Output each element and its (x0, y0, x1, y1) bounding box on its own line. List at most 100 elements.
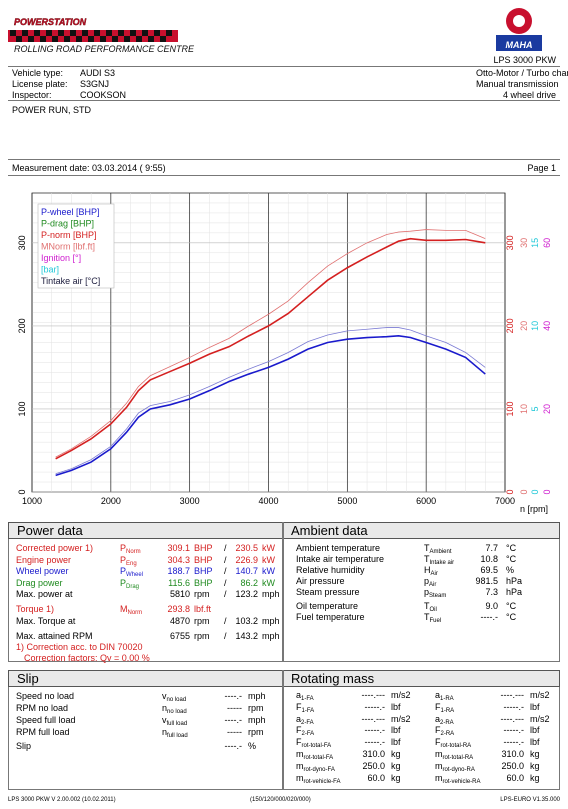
ambient-value: 9.0 (485, 601, 498, 611)
mass-unit: m/s2 (391, 713, 411, 724)
slip-label: Slip (16, 741, 32, 751)
symbol-sub: rot-vehicle-RA (442, 778, 481, 785)
slip-value: ----- (227, 727, 242, 737)
power-value2: 123.2 (235, 589, 258, 599)
right-tick-label: 300 (505, 235, 515, 250)
power-unit: BHP (194, 578, 213, 588)
symbol-sub: rot-dyno-FA (303, 766, 335, 773)
symbol-sub: 2-RA (440, 719, 454, 726)
legend-box (37, 203, 115, 289)
y-tick-label: 100 (17, 401, 27, 416)
power-unit: BHP (194, 555, 213, 565)
symbol-main: p (424, 576, 430, 586)
mass-unit: m/s2 (530, 690, 550, 700)
mass-value: 60.0 (367, 772, 385, 783)
right-tick-label: 0 (519, 489, 529, 494)
power-value2: 226.9 (235, 555, 258, 565)
mass-unit: lbf (530, 737, 540, 748)
mass-value: -----.- (364, 737, 385, 748)
power-unit2: mph (262, 589, 280, 599)
symbol: mrot-dyno-RA (435, 761, 475, 776)
separator: / (224, 589, 227, 599)
power-value2: 103.2 (235, 616, 258, 626)
symbol: vfull load (162, 715, 187, 730)
symbol: a1-FA (296, 690, 314, 705)
vehicle-value: AUDI S3 (80, 68, 116, 78)
section-title: Rotating mass (282, 670, 560, 687)
power-value2: 86.2 (240, 578, 258, 588)
symbol-sub: rot-total-FA (303, 755, 334, 761)
right-tick-label: 30 (519, 238, 529, 248)
symbol: mrot-total-FA (296, 749, 333, 764)
mass-unit: kg (530, 749, 540, 759)
symbol-main: m (296, 760, 304, 771)
power-unit2: mph (262, 616, 280, 626)
y-tick-label: 200 (17, 318, 27, 333)
ambient-value: 10.8 (480, 554, 498, 564)
y-tick-label: 300 (17, 235, 27, 250)
ambient-unit: hPa (506, 587, 523, 597)
slip-label: Speed full load (16, 715, 76, 725)
symbol-main: m (435, 760, 443, 771)
ambient-value: 69.5 (480, 565, 498, 575)
x-tick-label: 1000 (22, 496, 42, 506)
measurement-date: Measurement date: 03.03.2014 ( 9:55) (12, 163, 166, 173)
section-title: Power data (8, 522, 283, 539)
mass-unit: kg (391, 772, 401, 783)
power-unit2: kW (262, 555, 275, 565)
mass-value: 250.0 (501, 760, 524, 771)
symbol: mrot-vehicle-RA (435, 773, 481, 788)
footer-left: LPS 3000 PKW V 2.00.002 (10.02.2011) (8, 797, 116, 803)
symbol: Frot-total-RA (435, 737, 471, 752)
vehicle-label: License plate: (12, 79, 68, 89)
symbol: nfull load (162, 727, 188, 742)
symbol: mrot-total-RA (435, 749, 473, 764)
power-unit2: kW (262, 566, 275, 576)
symbol-main: P (120, 543, 127, 553)
symbol-sub: no load (167, 709, 187, 715)
right-tick-label: 5 (530, 406, 540, 411)
mass-value: ----.--- (361, 713, 385, 724)
slip-label: RPM no load (16, 703, 69, 713)
ambient-unit: hPa (506, 576, 523, 586)
symbol-main: M (120, 604, 128, 614)
symbol-sub: rot-total-RA (440, 743, 472, 750)
symbol: HAir (424, 565, 438, 580)
legend-entry: P-drag [BHP] (41, 219, 94, 229)
symbol-sub: 2-FA (301, 731, 315, 738)
symbol-main: T (424, 612, 430, 622)
legend-entry: P-wheel [BHP] (41, 207, 100, 217)
separator: / (224, 616, 227, 626)
run-box (8, 101, 560, 160)
symbol-main: F (296, 737, 302, 748)
x-tick-label: 2000 (101, 496, 121, 506)
mass-unit: m/s2 (530, 713, 550, 724)
symbol-main: T (424, 601, 430, 611)
symbol-sub: 1-RA (440, 707, 455, 714)
symbol: pSteam (424, 587, 446, 602)
symbol: mrot-vehicle-FA (296, 773, 341, 788)
ambient-unit: °C (506, 612, 517, 622)
symbol: PEng (120, 555, 137, 570)
slip-value: ----- (227, 703, 242, 713)
vehicle-spec: Otto-Motor / Turbo charger (water-cooled… (476, 68, 568, 78)
power-label: Max. power at (16, 589, 73, 599)
slip-unit: rpm (248, 703, 264, 713)
mass-value: -----.- (503, 725, 524, 736)
right-tick-label: 0 (530, 489, 540, 494)
legend-entry: [bar] (41, 265, 59, 275)
power-value: 293.8 (167, 604, 190, 614)
symbol: TFuel (424, 612, 441, 627)
symbol-sub: Air (430, 571, 438, 577)
separator: / (224, 566, 227, 576)
page-number: Page 1 (527, 163, 556, 173)
power-unit2: kW (262, 543, 275, 553)
power-unit: BHP (194, 566, 213, 576)
symbol-sub: no load (166, 697, 187, 703)
symbol: a2-RA (435, 714, 454, 729)
power-unit: BHP (194, 543, 213, 553)
checker (8, 30, 178, 42)
power-value: 188.7 (167, 566, 190, 576)
